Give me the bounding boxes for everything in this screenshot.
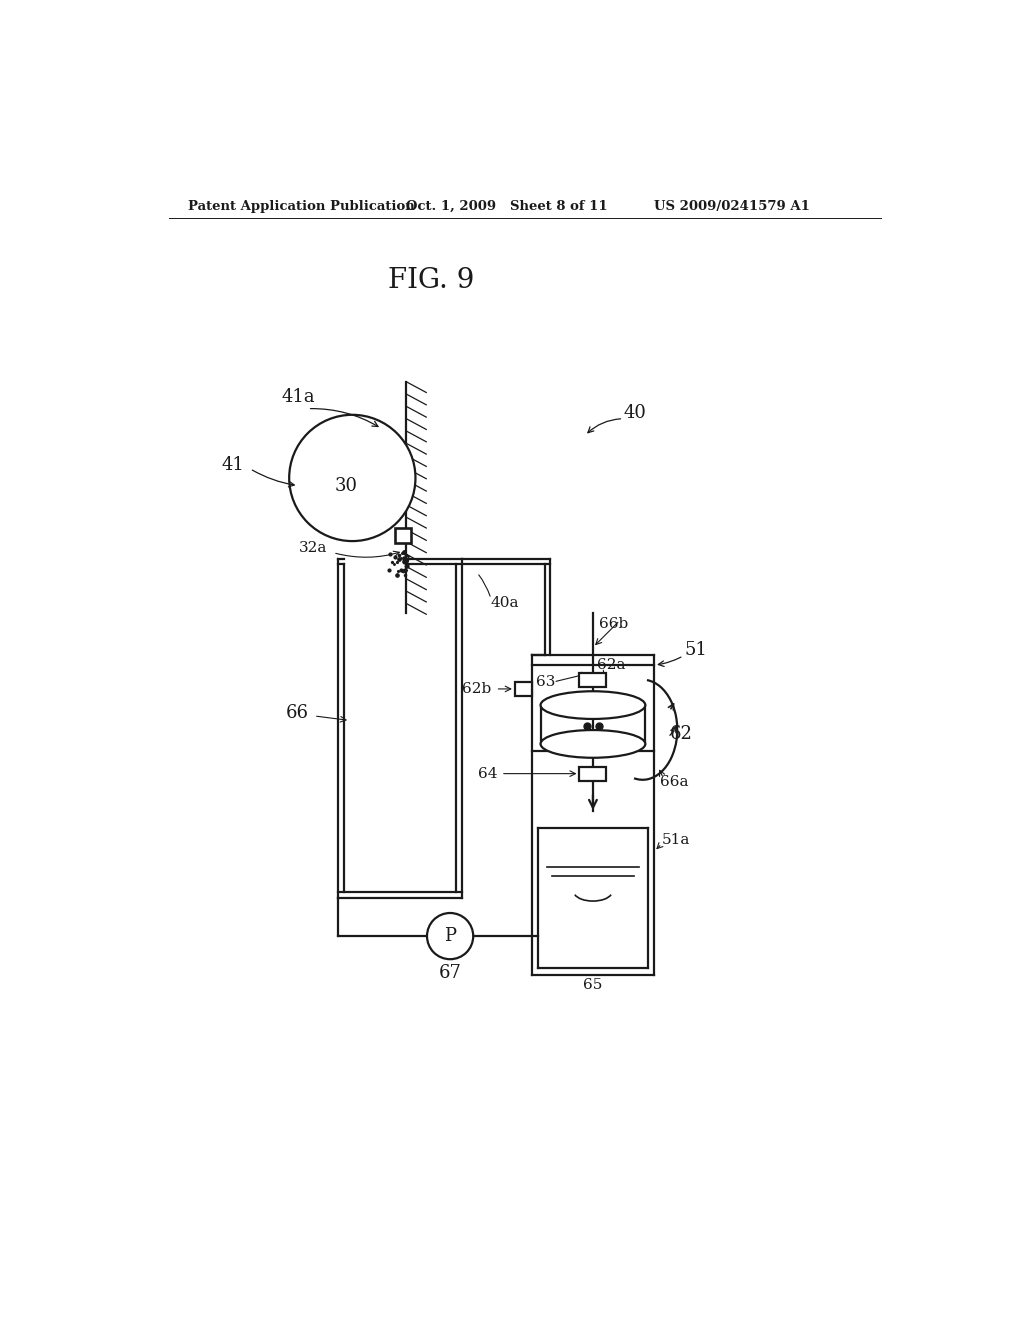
- Text: Patent Application Publication: Patent Application Publication: [188, 199, 415, 213]
- Circle shape: [427, 913, 473, 960]
- Text: 66: 66: [286, 704, 309, 722]
- Bar: [580, 673, 606, 686]
- Text: P: P: [444, 927, 456, 945]
- Text: 62a: 62a: [597, 659, 626, 672]
- Ellipse shape: [541, 692, 645, 719]
- Bar: [515, 682, 531, 696]
- Text: 40a: 40a: [490, 597, 519, 610]
- Text: 40: 40: [624, 404, 646, 421]
- Text: 65: 65: [584, 978, 603, 993]
- Text: Oct. 1, 2009   Sheet 8 of 11: Oct. 1, 2009 Sheet 8 of 11: [407, 199, 608, 213]
- Bar: [580, 767, 606, 780]
- Text: 67: 67: [438, 964, 462, 982]
- Text: 64: 64: [477, 767, 497, 780]
- Text: 41a: 41a: [282, 388, 315, 407]
- Text: US 2009/0241579 A1: US 2009/0241579 A1: [654, 199, 810, 213]
- Text: 63: 63: [537, 675, 556, 689]
- Text: 66a: 66a: [660, 775, 689, 789]
- Circle shape: [289, 414, 416, 541]
- Text: 62: 62: [670, 726, 692, 743]
- Text: 32a: 32a: [299, 541, 328, 554]
- Text: 66b: 66b: [599, 618, 629, 631]
- Text: 51a: 51a: [662, 833, 690, 847]
- Text: 62b: 62b: [463, 682, 492, 696]
- Text: FIG. 9: FIG. 9: [388, 267, 474, 293]
- Text: 41: 41: [221, 455, 245, 474]
- Ellipse shape: [541, 730, 645, 758]
- Text: 30: 30: [335, 477, 357, 495]
- Bar: [395, 528, 411, 544]
- Text: 51: 51: [685, 640, 708, 659]
